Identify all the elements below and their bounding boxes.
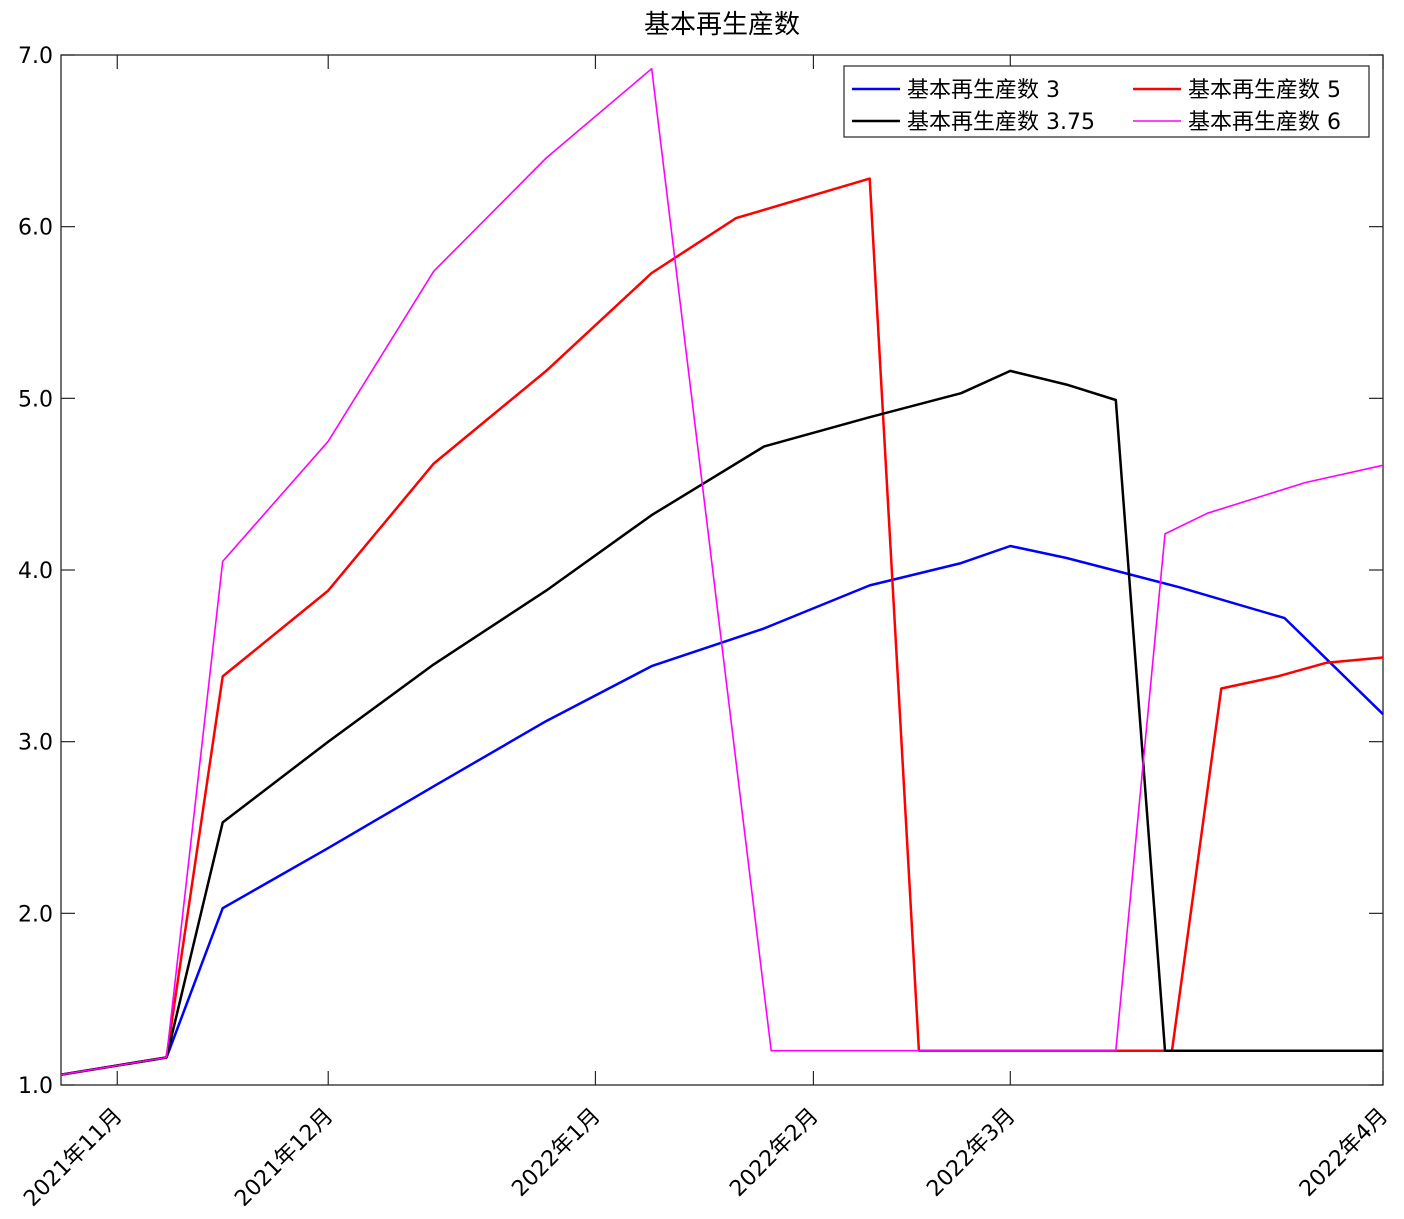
series-layer (60, 67, 1384, 1076)
x-tick-label: 2021年12月 (230, 1104, 338, 1212)
x-tick-label: 2022年1月 (507, 1104, 605, 1202)
y-tick-label: 4.0 (18, 559, 53, 584)
x-tick-label: 2021年11月 (19, 1104, 127, 1212)
legend: 基本再生産数 3 基本再生産数 5 基本再生産数 3.75 基本再生産数 6 (843, 65, 1370, 138)
chart-title: 基本再生産数 (644, 10, 800, 40)
x-tick-label: 2022年3月 (922, 1104, 1020, 1202)
y-tick-label: 6.0 (18, 216, 53, 241)
legend-label-3: 基本再生産数 3.75 (907, 110, 1095, 135)
legend-label-2: 基本再生産数 5 (1188, 78, 1341, 103)
series-line-4 (60, 67, 1384, 1076)
y-tick-label: 7.0 (18, 44, 53, 69)
x-tick-label: 2022年4月 (1295, 1104, 1393, 1202)
axes: 1.0 2.0 3.0 4.0 5.0 6.0 7.0 2021年11月 2021年12月 202… (18, 44, 1393, 1212)
series-line-2 (60, 177, 1384, 1076)
x-tick-label: 2022年2月 (725, 1104, 823, 1202)
legend-label-1: 基本再生産数 3 (907, 78, 1060, 103)
legend-box (843, 65, 1370, 138)
legend-label-4: 基本再生産数 6 (1188, 110, 1341, 135)
y-tick-label: 2.0 (18, 902, 53, 927)
series-line-1 (60, 544, 1384, 1076)
series-line-3 (60, 369, 1383, 1076)
plot-frame (60, 54, 1384, 1086)
y-tick-label: 3.0 (18, 731, 53, 756)
y-tick-label: 5.0 (18, 387, 53, 412)
y-tick-label: 1.0 (18, 1074, 53, 1099)
